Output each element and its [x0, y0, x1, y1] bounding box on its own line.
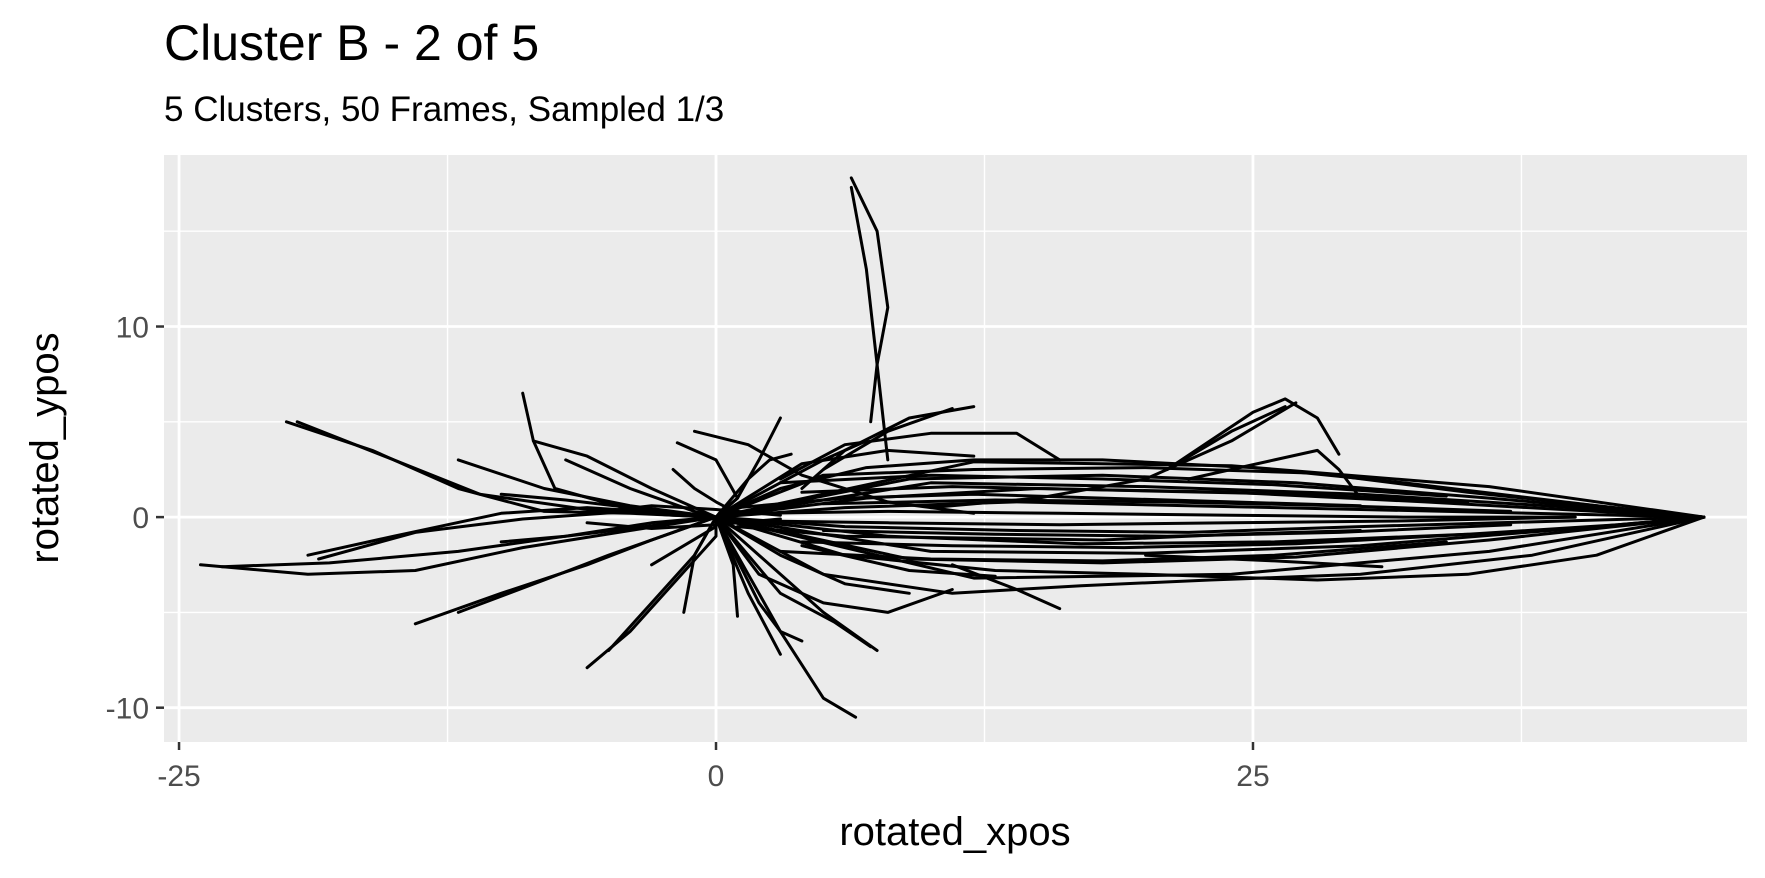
trajectory-line-39 — [1165, 405, 1287, 471]
trajectory-line-4 — [220, 515, 718, 569]
trajectory-line-47 — [714, 515, 911, 595]
trajectory-line-46 — [650, 515, 718, 567]
trajectory-line-37 — [714, 515, 1706, 534]
trajectory-line-49 — [714, 439, 868, 519]
trajectory-line-34 — [714, 473, 1706, 519]
trajectory-line-30 — [714, 515, 1706, 582]
trajectory-line-36 — [714, 500, 1706, 519]
grid-major — [164, 155, 1747, 742]
trajectory-line-31 — [714, 515, 1706, 595]
x-tick-label: -25 — [157, 760, 200, 793]
trajectory-line-19 — [714, 515, 782, 656]
trajectory-line-35 — [714, 515, 1706, 565]
trajectory-line-70 — [821, 498, 1513, 513]
trajectory-line-60 — [714, 460, 1706, 519]
trajectory-line-27 — [778, 431, 1062, 481]
trajectory-line-51 — [714, 515, 873, 649]
trajectory-line-23 — [849, 176, 890, 424]
series-layer — [199, 176, 1706, 719]
trajectory-line-57 — [499, 515, 718, 544]
trajectory-line-64 — [757, 509, 1577, 519]
trajectory-line-68 — [800, 485, 1470, 504]
x-tick-label: 25 — [1236, 760, 1269, 793]
trajectory-line-38 — [1165, 397, 1341, 471]
trajectory-line-12 — [564, 458, 718, 519]
trajectory-line-66 — [778, 473, 1448, 498]
trajectory-line-52 — [714, 515, 804, 643]
trajectory-line-42 — [950, 563, 1062, 611]
trajectory-line-11 — [531, 439, 718, 519]
x-tick-label: 0 — [708, 760, 725, 793]
trajectory-line-67 — [778, 540, 1448, 563]
trajectory-line-69 — [800, 532, 1470, 550]
y-tick-label: 10 — [116, 312, 149, 345]
plot-panel — [164, 155, 1747, 742]
y-axis-title: rotated_ypos — [23, 332, 67, 563]
trajectory-line-65 — [757, 515, 1577, 527]
trajectory-line-48 — [714, 448, 976, 519]
grid-minor — [164, 155, 1747, 742]
axes-layer: -25 0 25 -10 0 10 — [106, 312, 1270, 793]
trajectory-line-56 — [499, 492, 718, 519]
y-tick-label: -10 — [106, 693, 149, 726]
trajectory-line-50 — [714, 515, 954, 614]
y-tick-label: 0 — [132, 502, 149, 535]
x-axis-title: rotated_xpos — [839, 810, 1070, 854]
chart-subtitle: 5 Clusters, 50 Frames, Sampled 1/3 — [164, 90, 725, 129]
trajectory-line-71 — [821, 523, 1513, 538]
chart-title: Cluster B - 2 of 5 — [164, 15, 540, 71]
trajectory-line-53 — [714, 452, 793, 519]
